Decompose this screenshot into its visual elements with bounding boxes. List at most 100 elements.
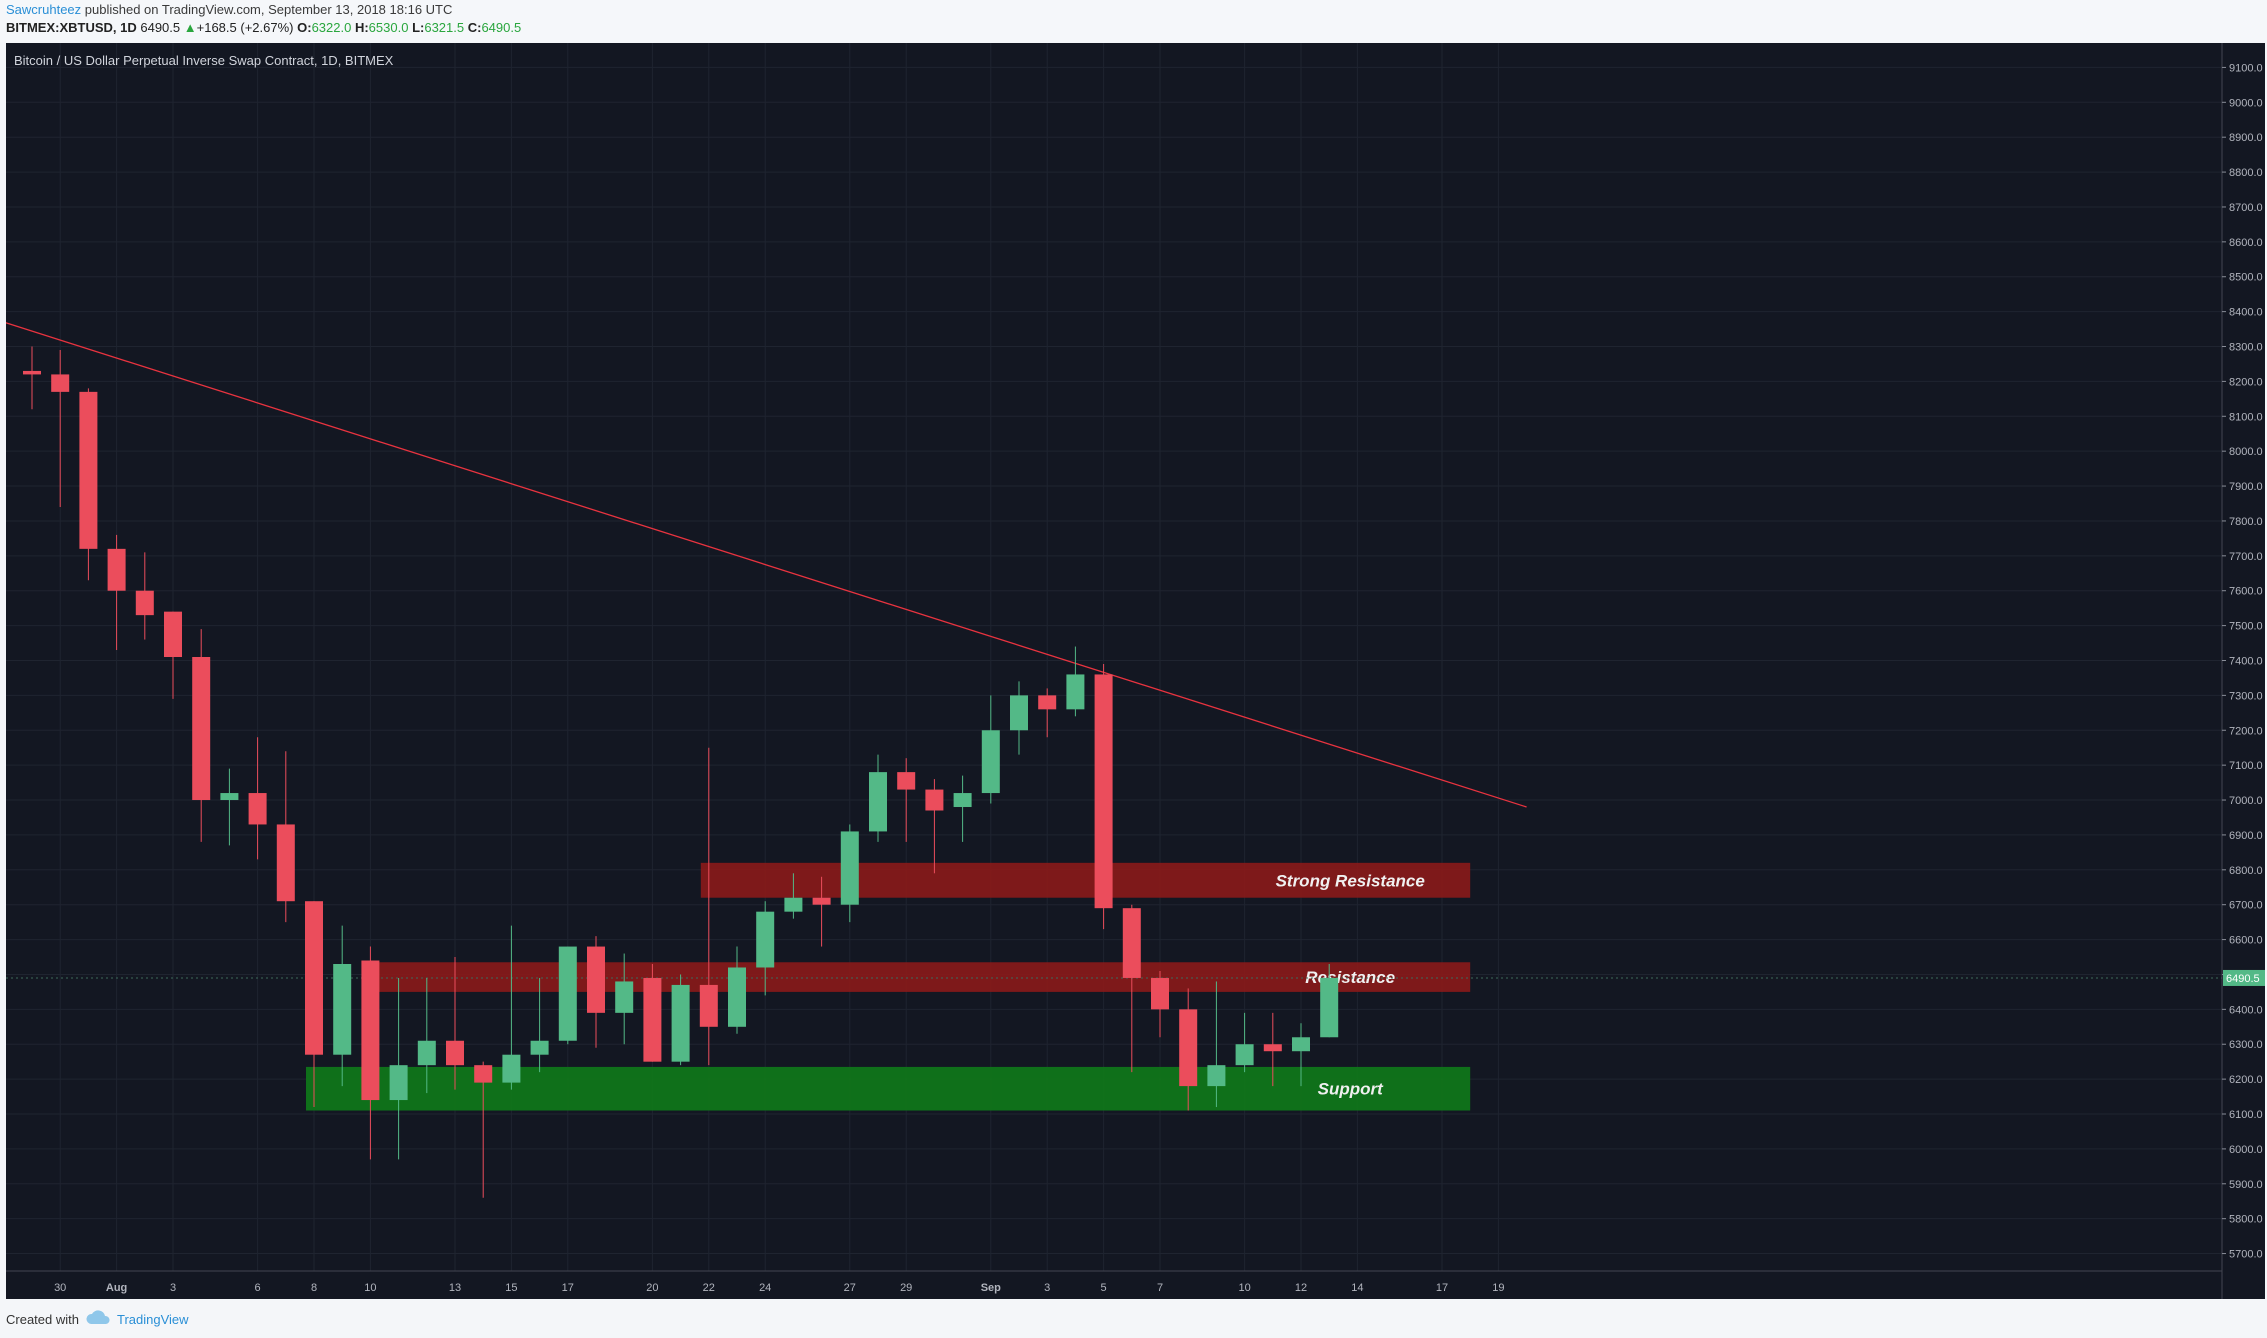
- price-tick-label: 7800.0: [2229, 516, 2263, 528]
- price-tick-label: 8600.0: [2229, 237, 2263, 249]
- time-tick-label: Sep: [981, 1282, 1001, 1294]
- tradingview-cloud-icon[interactable]: [86, 1310, 112, 1326]
- time-tick-label: 12: [1295, 1282, 1307, 1294]
- candle-up: [1207, 1065, 1226, 1087]
- candle-down: [812, 897, 831, 905]
- candle-up: [728, 967, 746, 1027]
- candle-down: [643, 977, 662, 1062]
- candle-up: [1320, 977, 1339, 1038]
- time-tick-label: 10: [364, 1282, 376, 1294]
- candlestick-chart[interactable]: Strong ResistanceResistanceSupport5700.0…: [6, 43, 2265, 1299]
- time-tick-label: 20: [646, 1282, 658, 1294]
- candle-down: [897, 772, 916, 790]
- time-tick-label: 7: [1157, 1282, 1163, 1294]
- candle-down: [1122, 908, 1141, 978]
- candle-down: [192, 657, 211, 801]
- price-tick-label: 8300.0: [2229, 342, 2263, 354]
- price-tick-label: 8800.0: [2229, 167, 2263, 179]
- candle-down: [925, 789, 944, 811]
- price-tick-label: 6600.0: [2229, 935, 2263, 947]
- time-tick-label: Aug: [106, 1282, 127, 1294]
- price-tick-label: 6900.0: [2229, 830, 2263, 842]
- candle-down: [248, 793, 267, 825]
- last-price: 6490.5: [140, 20, 181, 35]
- candle-up: [1010, 695, 1028, 731]
- price-tick-label: 5700.0: [2229, 1249, 2263, 1261]
- price-tick-label: 8400.0: [2229, 307, 2263, 319]
- candle-up: [220, 793, 239, 801]
- candle-up: [1066, 674, 1085, 710]
- candle-down: [1094, 674, 1113, 909]
- price-tick-label: 5900.0: [2229, 1179, 2263, 1191]
- price-tick-label: 9100.0: [2229, 62, 2263, 74]
- time-tick-label: 6: [255, 1282, 261, 1294]
- price-tick-label: 7000.0: [2229, 795, 2263, 807]
- zone-resistance: [362, 962, 1471, 992]
- candle-up: [784, 897, 803, 912]
- candle-up: [502, 1054, 521, 1083]
- price-tick-label: 6200.0: [2229, 1074, 2263, 1086]
- zone-support: [306, 1066, 1471, 1111]
- time-tick-label: 24: [759, 1282, 771, 1294]
- time-tick-label: 3: [1044, 1282, 1050, 1294]
- candle-down: [107, 548, 126, 591]
- candle-down: [1179, 1009, 1198, 1087]
- zone-label: Strong Resistance: [1276, 871, 1425, 890]
- trendline: [6, 322, 1527, 808]
- candle-up: [671, 984, 690, 1062]
- time-tick-label: 3: [170, 1282, 176, 1294]
- price-tick-label: 6700.0: [2229, 900, 2263, 912]
- price-tick-label: 8500.0: [2229, 272, 2263, 284]
- price-tick-label: 6800.0: [2229, 865, 2263, 877]
- price-tick-label: 7300.0: [2229, 690, 2263, 702]
- time-tick-label: 13: [449, 1282, 461, 1294]
- candle-down: [79, 391, 98, 549]
- close-label: C:: [467, 20, 482, 35]
- time-tick-label: 8: [311, 1282, 317, 1294]
- price-tick-label: 6000.0: [2229, 1144, 2263, 1156]
- candle-down: [587, 946, 605, 1013]
- price-tick-label: 8000.0: [2229, 446, 2263, 458]
- chart-panel[interactable]: Strong Resistance Resistance Support 5700.0…: [6, 43, 2265, 1299]
- candle-down: [1038, 695, 1057, 710]
- zone-label: Support: [1318, 1080, 1384, 1099]
- low-label: L:: [412, 20, 425, 35]
- price-tick-label: 8900.0: [2229, 132, 2263, 144]
- candle-up: [869, 772, 887, 832]
- price-tick-label: 6100.0: [2229, 1109, 2263, 1121]
- close-value: 6490.5: [481, 20, 522, 35]
- candle-down: [276, 824, 295, 902]
- time-tick-label: 10: [1238, 1282, 1250, 1294]
- symbol-label: BITMEX:XBTUSD, 1D: [6, 20, 137, 35]
- last-price-label: 6490.5: [2226, 973, 2260, 985]
- publish-header: Sawcruhteez published on TradingView.com…: [0, 0, 2267, 42]
- price-tick-label: 8200.0: [2229, 376, 2263, 388]
- time-tick-label: 29: [900, 1282, 912, 1294]
- candle-down: [361, 960, 380, 1101]
- candle-down: [135, 590, 154, 616]
- price-tick-label: 5800.0: [2229, 1214, 2263, 1226]
- time-tick-label: 22: [703, 1282, 715, 1294]
- price-tick-label: 8700.0: [2229, 202, 2263, 214]
- time-tick-label: 14: [1351, 1282, 1363, 1294]
- price-change: +168.5 (+2.67%): [196, 20, 294, 35]
- candle-up: [333, 964, 352, 1055]
- candle-up: [1235, 1044, 1254, 1066]
- created-with-text: Created with: [6, 1312, 79, 1327]
- candle-up: [389, 1065, 408, 1101]
- price-tick-label: 7100.0: [2229, 760, 2263, 772]
- time-tick-label: 17: [1436, 1282, 1448, 1294]
- candle-up: [558, 946, 577, 1041]
- price-tick-label: 7400.0: [2229, 655, 2263, 667]
- tradingview-link[interactable]: TradingView: [117, 1312, 189, 1327]
- candle-down: [474, 1065, 493, 1083]
- price-tick-label: 7700.0: [2229, 551, 2263, 563]
- candle-down: [164, 611, 182, 657]
- time-tick-label: 17: [562, 1282, 574, 1294]
- low-value: 6321.5: [424, 20, 465, 35]
- high-value: 6530.0: [368, 20, 409, 35]
- author-link[interactable]: Sawcruhteez: [6, 2, 82, 17]
- candle-down: [23, 370, 41, 375]
- price-tick-label: 7200.0: [2229, 725, 2263, 737]
- price-tick-label: 7500.0: [2229, 621, 2263, 633]
